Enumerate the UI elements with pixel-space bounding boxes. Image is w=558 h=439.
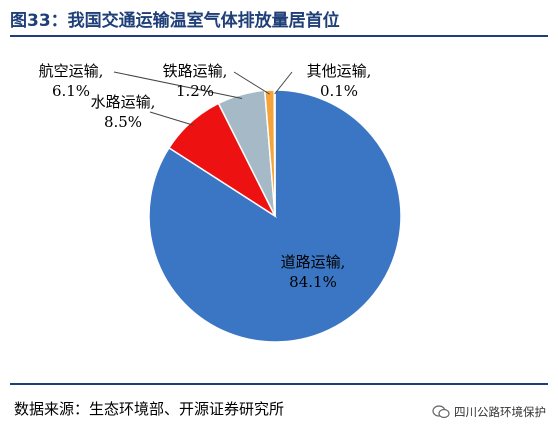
slice-name-water: 水路运输, [90,93,156,111]
chart-title: 图33：我国交通运输温室气体排放量居首位 [10,11,340,31]
slice-label-other: 其他运输, 0.1% [296,61,382,101]
leader-rail [233,71,270,95]
slice-value-road: 84.1% [289,273,337,291]
slice-value-other: 0.1% [319,82,359,100]
watermark: 四川公路环境保护 [432,404,546,420]
slice-value-water: 8.5% [103,113,143,131]
slice-label-rail: 铁路运输, 1.2% [152,61,238,101]
pie-slice-other [273,89,276,217]
slice-name-road: 道路运输, [280,253,346,271]
slice-name-rail: 铁路运输, [162,62,228,80]
leader-water [149,111,194,126]
slice-value-aviation: 6.1% [51,82,91,100]
slice-label-water: 水路运输, 8.5% [80,92,166,132]
slice-value-rail: 1.2% [175,82,215,100]
slice-name-other: 其他运输, [306,62,372,80]
leader-aviation [113,71,243,100]
source-note: 数据来源：生态环境部、开源证券研究所 [14,400,285,418]
slice-label-aviation: 航空运输, 6.1% [28,61,114,101]
title-rule [10,35,548,37]
wechat-icon [432,405,450,419]
footer-rule [10,383,548,385]
watermark-text: 四川公路环境保护 [454,405,546,419]
slice-name-aviation: 航空运输, [38,62,104,80]
slice-label-road: 道路运输, 84.1% [278,252,348,292]
leader-other [274,71,293,95]
